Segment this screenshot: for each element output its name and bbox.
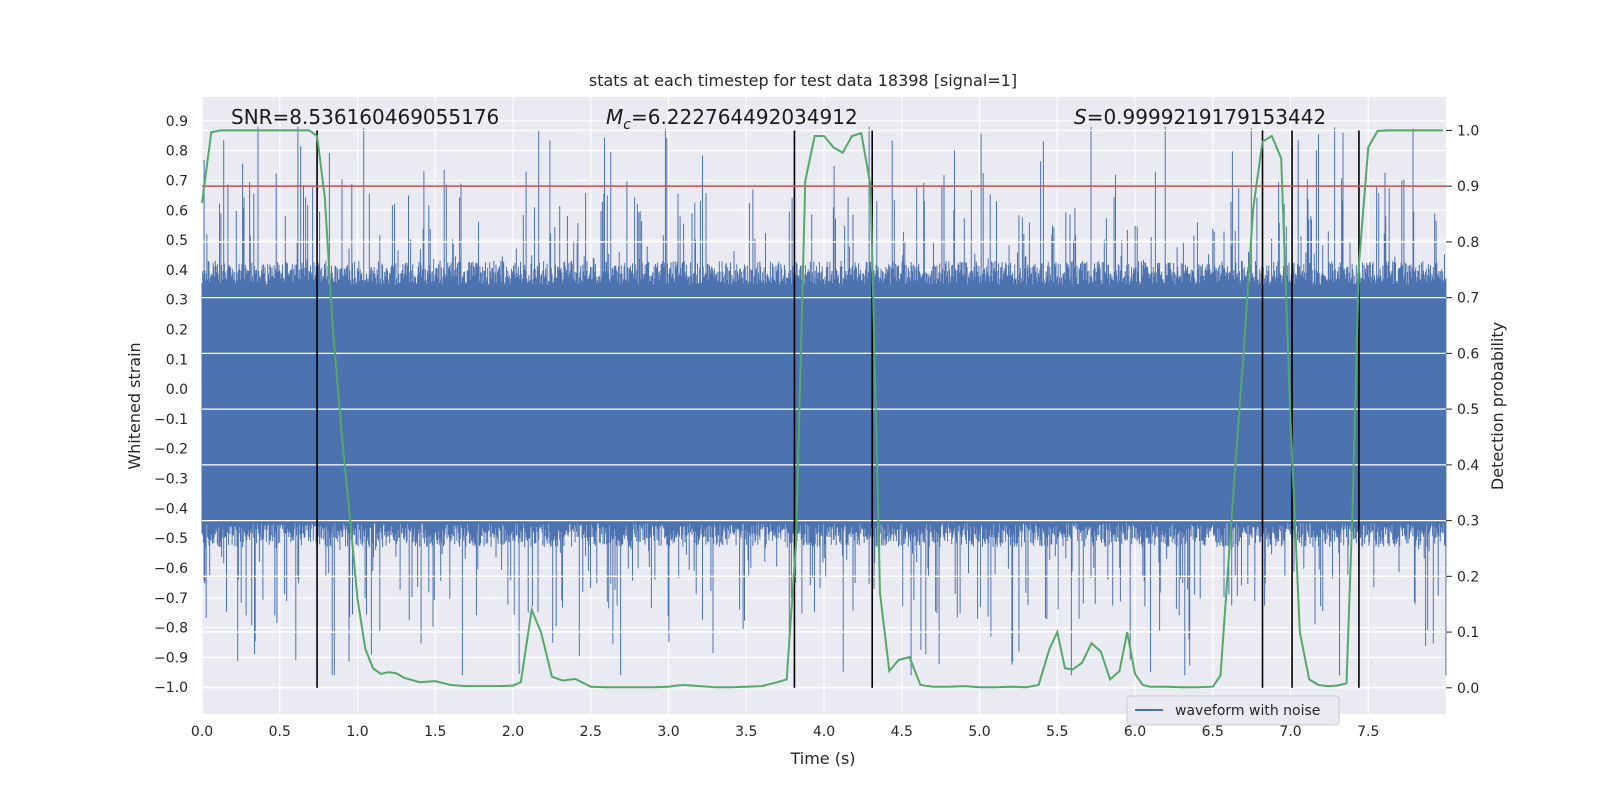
legend-box xyxy=(1126,695,1340,726)
x-tick-label: 6.0 xyxy=(1124,724,1146,740)
y-tick-label: 0.5 xyxy=(166,233,188,249)
y-tick-label: −0.5 xyxy=(154,531,188,547)
x-tick-label: 4.5 xyxy=(891,724,913,740)
y-tick-label: −0.6 xyxy=(154,561,188,577)
y-tick-label: 0.2 xyxy=(166,322,188,338)
chirp-mass-subscript: c xyxy=(623,117,631,133)
y2-tick-label: 0.6 xyxy=(1457,346,1479,362)
legend: waveform with noise xyxy=(1126,695,1340,726)
y-tick-label: 0.1 xyxy=(166,352,188,368)
y2-tick-label: 0.2 xyxy=(1457,569,1479,585)
x-tick-label: 2.0 xyxy=(502,724,524,740)
y2-tick-labels: 1.0 0.9 0.8 0.7 0.6 0.5 0.4 0.3 0.2 0.1 0.0 xyxy=(1446,123,1479,697)
x-tick-label: 0.5 xyxy=(269,724,291,740)
significance-annotation: S=0.9999219179153442 xyxy=(1074,105,1326,129)
y2-tick-label: 1.0 xyxy=(1457,123,1479,139)
y-tick-label: 0.9 xyxy=(166,114,188,130)
y2-tick-label: 0.1 xyxy=(1457,625,1479,641)
y-tick-label: −0.3 xyxy=(154,472,188,488)
y-tick-label: −0.8 xyxy=(154,621,188,637)
significance-symbol: S xyxy=(1074,105,1087,129)
x-tick-label: 3.5 xyxy=(735,724,757,740)
detection-boundaries xyxy=(316,130,1360,688)
y-tick-label: 0.3 xyxy=(166,293,188,309)
x-tick-label: 5.5 xyxy=(1046,724,1068,740)
y-axis-label: Whitened strain xyxy=(125,342,144,469)
y2-tick-label: 0.0 xyxy=(1457,681,1479,697)
y-tick-label: 0.8 xyxy=(166,144,188,160)
y2-tick-label: 0.9 xyxy=(1457,179,1479,195)
snr-annotation: SNR=8.536160469055176 xyxy=(231,105,499,129)
y-tick-label: −0.2 xyxy=(154,442,188,458)
legend-label-waveform: waveform with noise xyxy=(1175,703,1320,719)
y2-tick-label: 0.3 xyxy=(1457,514,1479,530)
y2-axis-label: Detection probability xyxy=(1488,322,1507,490)
x-tick-label: 2.5 xyxy=(580,724,602,740)
x-tick-label: 6.5 xyxy=(1202,724,1224,740)
y2-tick-label: 0.5 xyxy=(1457,402,1479,418)
y2-tick-label: 0.4 xyxy=(1457,458,1479,474)
y-tick-labels: 0.9 0.8 0.7 0.6 0.5 0.4 0.3 0.2 0.1 0.0 −0.1 −0.2 −0… xyxy=(154,114,188,696)
y-tick-label: −0.9 xyxy=(154,650,188,666)
y-tick-label: −0.4 xyxy=(154,501,188,517)
y-tick-label: 0.7 xyxy=(166,173,188,189)
y-tick-label: −0.1 xyxy=(154,412,188,428)
chirp-mass-symbol: M xyxy=(606,105,623,129)
y-tick-label: 0.4 xyxy=(166,263,188,279)
x-tick-label: 0.0 xyxy=(191,724,213,740)
x-tick-label: 1.5 xyxy=(424,724,446,740)
x-tick-label: 5.0 xyxy=(968,724,990,740)
y2-tick-label: 0.7 xyxy=(1457,291,1479,307)
x-tick-label: 1.0 xyxy=(346,724,368,740)
y2-gridlines xyxy=(202,129,1446,689)
chart-title: stats at each timestep for test data 183… xyxy=(589,71,1017,90)
x-axis-label: Time (s) xyxy=(789,749,855,768)
detection-probability-series xyxy=(201,129,1443,689)
y-tick-label: −1.0 xyxy=(154,680,188,696)
chirp-mass-value: =6.222764492034912 xyxy=(631,105,858,129)
y-tick-label: 0.0 xyxy=(166,382,188,398)
x-tick-label: 7.0 xyxy=(1279,724,1301,740)
x-tick-labels: 0.0 0.5 1.0 1.5 2.0 2.5 3.0 3.5 4.0 4.5 5.0 5.5 6.0 6… xyxy=(191,724,1380,740)
y-tick-label: 0.6 xyxy=(166,203,188,219)
x-tick-label: 7.5 xyxy=(1357,724,1379,740)
significance-value: =0.9999219179153442 xyxy=(1087,105,1326,129)
x-tick-label: 4.0 xyxy=(813,724,835,740)
x-tick-label: 3.0 xyxy=(657,724,679,740)
chirp-mass-annotation: Mc=6.222764492034912 xyxy=(606,105,858,133)
y-tick-label: −0.7 xyxy=(154,591,188,607)
y2-tick-label: 0.8 xyxy=(1457,235,1479,251)
